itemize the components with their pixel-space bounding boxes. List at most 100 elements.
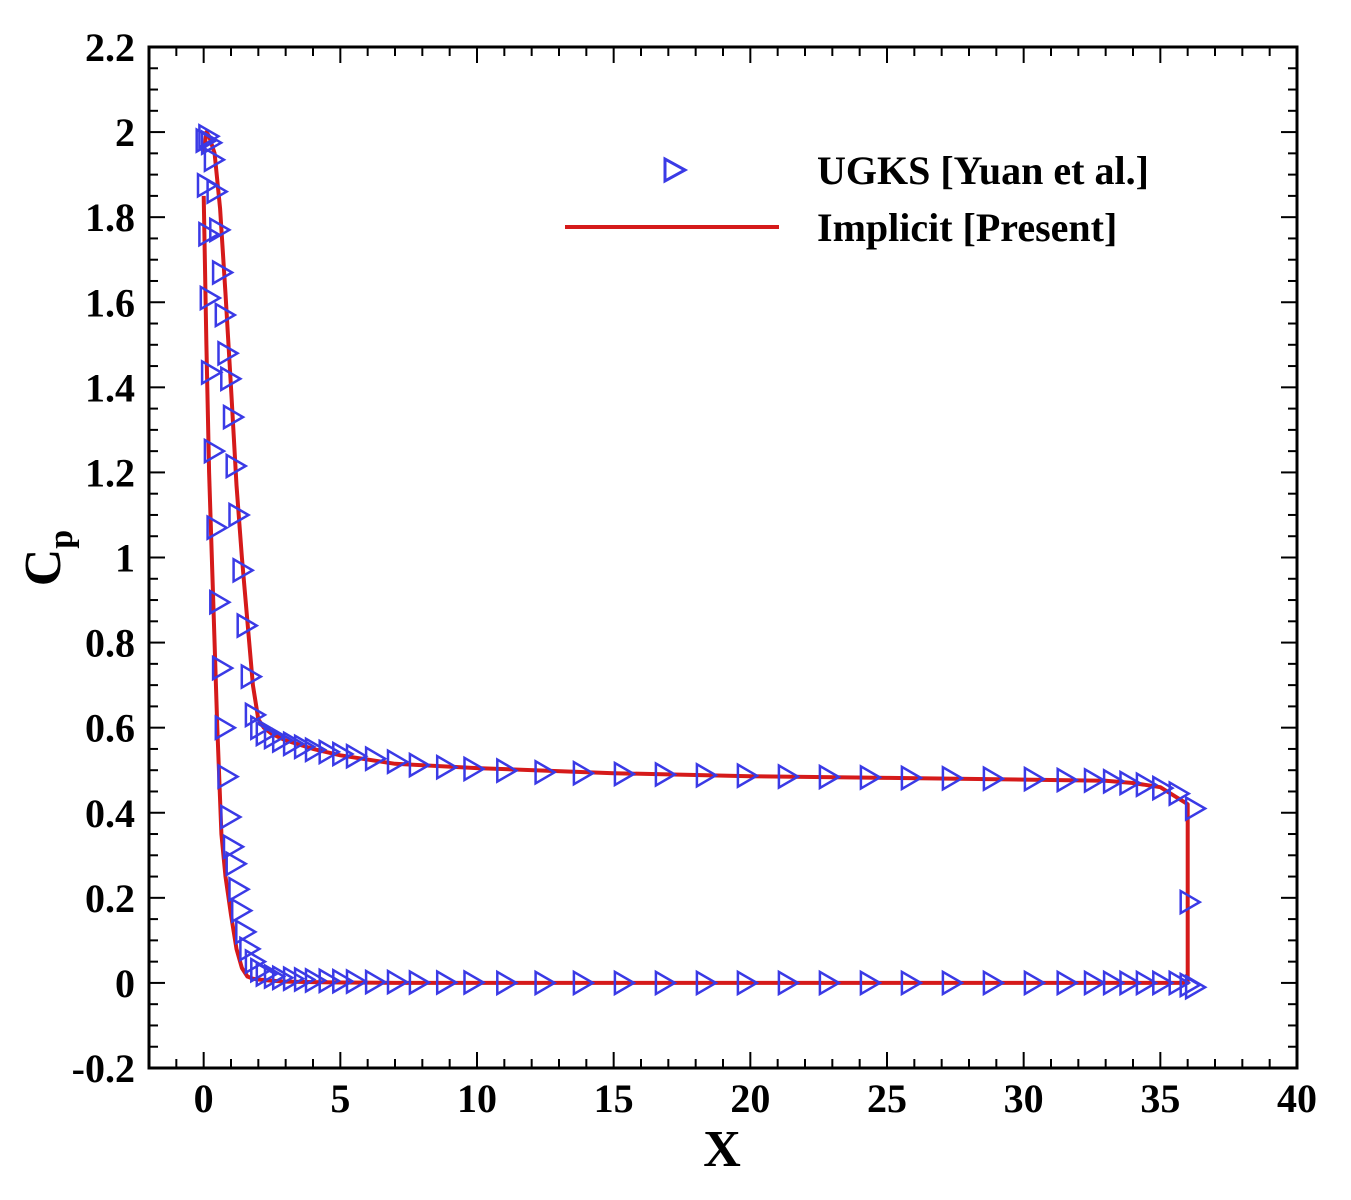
ugks-marker [250, 714, 273, 741]
ugks-marker [199, 284, 223, 312]
ugks-marker [239, 935, 262, 963]
ugks-marker [225, 452, 249, 480]
x-tick-label: 35 [1140, 1076, 1180, 1121]
y-tick-label: 1.6 [85, 280, 135, 325]
ugks-marker [263, 963, 287, 990]
ugks-marker [222, 403, 246, 431]
x-tick-label: 40 [1277, 1076, 1317, 1121]
x-tick-label: 30 [1004, 1076, 1044, 1121]
ugks-marker [232, 557, 256, 584]
ugks-marker [1083, 969, 1107, 997]
y-tick-label: 1.4 [85, 365, 135, 410]
y-tick-label: 0.2 [85, 876, 135, 921]
ugks-marker [818, 763, 842, 791]
ugks-marker [220, 803, 243, 831]
y-tick-label: 1.8 [85, 195, 135, 240]
plot-frame [147, 45, 1299, 1070]
ugks-marker [304, 736, 328, 763]
ugks-marker [900, 969, 924, 997]
ugks-marker [1135, 969, 1159, 997]
ugks-marker [386, 748, 410, 775]
ugks-marker [1152, 969, 1175, 997]
ugks-marker [214, 714, 238, 741]
legend: UGKS [Yuan et al.] Implicit [Present] [565, 148, 1149, 250]
ugks-marker [209, 216, 232, 244]
ugks-marker [1023, 969, 1047, 997]
ugks-marker [263, 723, 287, 751]
ugks-marker [859, 764, 883, 791]
ugks-marker [982, 969, 1006, 997]
ugks-marker [211, 654, 235, 682]
ugks-marker [206, 178, 230, 205]
ugks-marker [534, 969, 558, 997]
ugks-marker [408, 751, 432, 779]
y-axis-title: Cp [15, 530, 80, 586]
y-axis-title-subscript: p [43, 530, 80, 549]
y-tick-label: 0.4 [85, 791, 135, 836]
ugks-marker [235, 918, 258, 946]
y-tick-label: 2 [115, 110, 135, 155]
ugks-marker [613, 969, 637, 997]
x-tick-label: 20 [730, 1076, 770, 1121]
ugks-marker [534, 759, 558, 786]
ugks-marker [240, 663, 264, 690]
x-tick-label: 25 [867, 1076, 907, 1121]
y-tick-label: 2.2 [85, 25, 135, 70]
ugks-marker [222, 833, 246, 860]
y-tick-label: -0.2 [72, 1046, 135, 1091]
ugks-marker [1152, 774, 1175, 802]
ugks-marker [209, 589, 232, 616]
ugks-marker [200, 359, 224, 386]
ugks-marker [200, 129, 224, 156]
ugks-marker [255, 961, 279, 988]
ugks-marker [1168, 780, 1192, 807]
x-tick-label: 0 [194, 1076, 214, 1121]
x-axis-title: X [703, 1121, 741, 1178]
ugks-marker [318, 967, 342, 994]
ugks-marker [777, 969, 801, 997]
ugks-marker [818, 969, 842, 997]
ugks-marker [293, 966, 317, 993]
ugks-marker [255, 720, 279, 748]
ugks-marker [572, 760, 596, 787]
ugks-marker [217, 340, 240, 367]
ugks-marker [1083, 767, 1107, 794]
ugks-marker [271, 964, 295, 991]
axis-ticks [148, 46, 1298, 1069]
ugks-marker [198, 221, 221, 248]
ugks-marker [1102, 969, 1126, 997]
ugks-marker [435, 969, 459, 996]
ugks-marker [203, 146, 227, 173]
ugks-marker [496, 969, 519, 997]
ugks-marker [214, 301, 238, 329]
legend-marker-ugks [663, 156, 689, 184]
ugks-marker [1179, 888, 1203, 916]
svg-text:Cp: Cp [15, 530, 80, 586]
ugks-marker [198, 123, 221, 150]
ugks-marker [496, 757, 519, 784]
ugks-marker [435, 754, 459, 781]
ugks-marker [211, 259, 235, 286]
legend-label-ugks: UGKS [Yuan et al.] [817, 148, 1149, 193]
legend-label-implicit: Implicit [Present] [817, 205, 1117, 250]
ugks-marker [463, 969, 486, 996]
ugks-marker [654, 761, 678, 788]
ugks-marker [1119, 969, 1142, 997]
y-tick-label: 0 [115, 961, 135, 1006]
ugks-marker [1056, 766, 1080, 794]
ugks-marker [654, 969, 678, 997]
ugks-marker [1023, 765, 1047, 793]
ugks-marker [230, 897, 254, 924]
ugks-marker [572, 969, 596, 997]
x-tick-label: 5 [330, 1076, 350, 1121]
ugks-marker [206, 514, 230, 541]
ugks-marker [695, 762, 719, 789]
x-tick-label: 10 [457, 1076, 497, 1121]
ugks-marker [736, 762, 760, 789]
ugks-marker [777, 763, 801, 790]
ugks-marker [736, 969, 760, 997]
implicit-series-line [201, 130, 1190, 985]
ugks-marker [695, 969, 719, 997]
ugks-marker [228, 876, 251, 903]
ugks-marker [900, 764, 924, 792]
